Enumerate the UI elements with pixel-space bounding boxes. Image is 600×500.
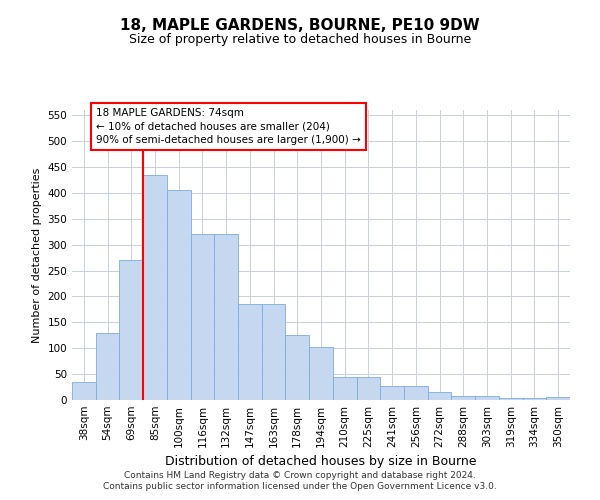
Bar <box>428 392 451 400</box>
Bar <box>262 304 286 400</box>
Text: 18 MAPLE GARDENS: 74sqm
← 10% of detached houses are smaller (204)
90% of semi-d: 18 MAPLE GARDENS: 74sqm ← 10% of detache… <box>96 108 361 145</box>
Bar <box>546 398 570 400</box>
Bar <box>404 386 428 400</box>
Bar <box>72 382 96 400</box>
Bar <box>167 190 191 400</box>
X-axis label: Distribution of detached houses by size in Bourne: Distribution of detached houses by size … <box>165 456 477 468</box>
Bar <box>286 336 309 400</box>
Bar <box>523 398 546 400</box>
Text: Size of property relative to detached houses in Bourne: Size of property relative to detached ho… <box>129 32 471 46</box>
Bar <box>214 234 238 400</box>
Bar <box>380 386 404 400</box>
Bar <box>309 346 333 400</box>
Bar <box>96 332 119 400</box>
Text: Contains public sector information licensed under the Open Government Licence v3: Contains public sector information licen… <box>103 482 497 491</box>
Text: 18, MAPLE GARDENS, BOURNE, PE10 9DW: 18, MAPLE GARDENS, BOURNE, PE10 9DW <box>120 18 480 32</box>
Bar <box>356 376 380 400</box>
Bar <box>475 396 499 400</box>
Bar <box>333 376 356 400</box>
Y-axis label: Number of detached properties: Number of detached properties <box>32 168 42 342</box>
Bar <box>238 304 262 400</box>
Bar <box>499 398 523 400</box>
Bar <box>143 174 167 400</box>
Bar <box>451 396 475 400</box>
Bar <box>191 234 214 400</box>
Text: Contains HM Land Registry data © Crown copyright and database right 2024.: Contains HM Land Registry data © Crown c… <box>124 471 476 480</box>
Bar <box>119 260 143 400</box>
